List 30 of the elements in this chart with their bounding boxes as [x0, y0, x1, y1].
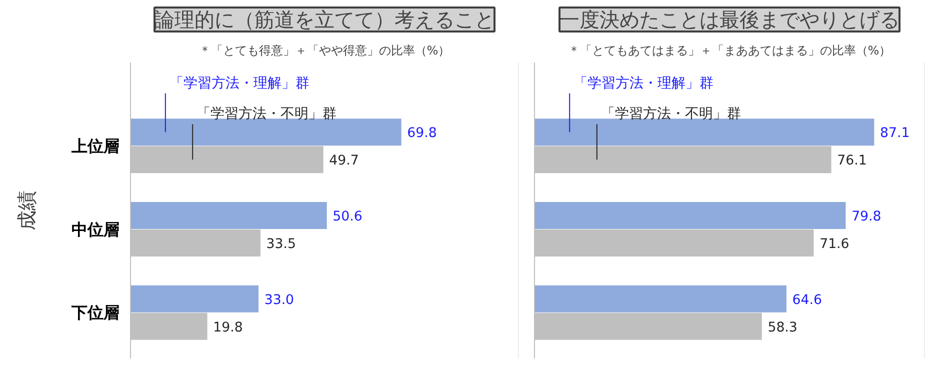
data-label: 87.1: [880, 126, 910, 142]
bar: [534, 202, 846, 229]
bar: [130, 285, 259, 312]
bar: [130, 202, 327, 229]
y-tick-label: 上位層: [70, 136, 120, 156]
chart-subtitle: ＊「とてもあてはまる」＋「まああてはまる」の比率（%）: [568, 44, 892, 58]
data-label: 58.3: [768, 320, 798, 336]
data-label: 33.0: [264, 292, 294, 308]
data-label: 76.1: [837, 154, 867, 169]
data-label: 50.6: [332, 210, 362, 225]
series-label: 「学習方法・不明」群: [600, 106, 741, 122]
data-label: 33.5: [266, 237, 296, 252]
data-label: 69.8: [407, 126, 437, 142]
series-label: 「学習方法・不明」群: [196, 106, 336, 122]
y-axis-title: 成績: [14, 190, 38, 230]
data-label: 49.7: [329, 154, 359, 169]
y-tick-label: 下位層: [70, 303, 120, 322]
y-tick-label: 中位層: [72, 220, 120, 239]
series-label: 「学習方法・理解」群: [574, 75, 714, 92]
chart-title: 一度決めたことは最後までやりとげる: [560, 8, 900, 32]
series-label: 「学習方法・理解」群: [169, 75, 310, 92]
chart-title: 論理的に（筋道を立てて）考えること: [154, 8, 494, 32]
data-label: 79.8: [852, 210, 882, 225]
data-label: 19.8: [213, 320, 243, 336]
chart-subtitle: ＊「とても得意」＋「やや得意」の比率（%）: [198, 44, 450, 58]
bar: [534, 118, 874, 146]
data-label: 71.6: [820, 237, 850, 252]
data-label: 64.6: [792, 292, 822, 308]
bar: [130, 118, 402, 146]
bar: [534, 285, 786, 312]
